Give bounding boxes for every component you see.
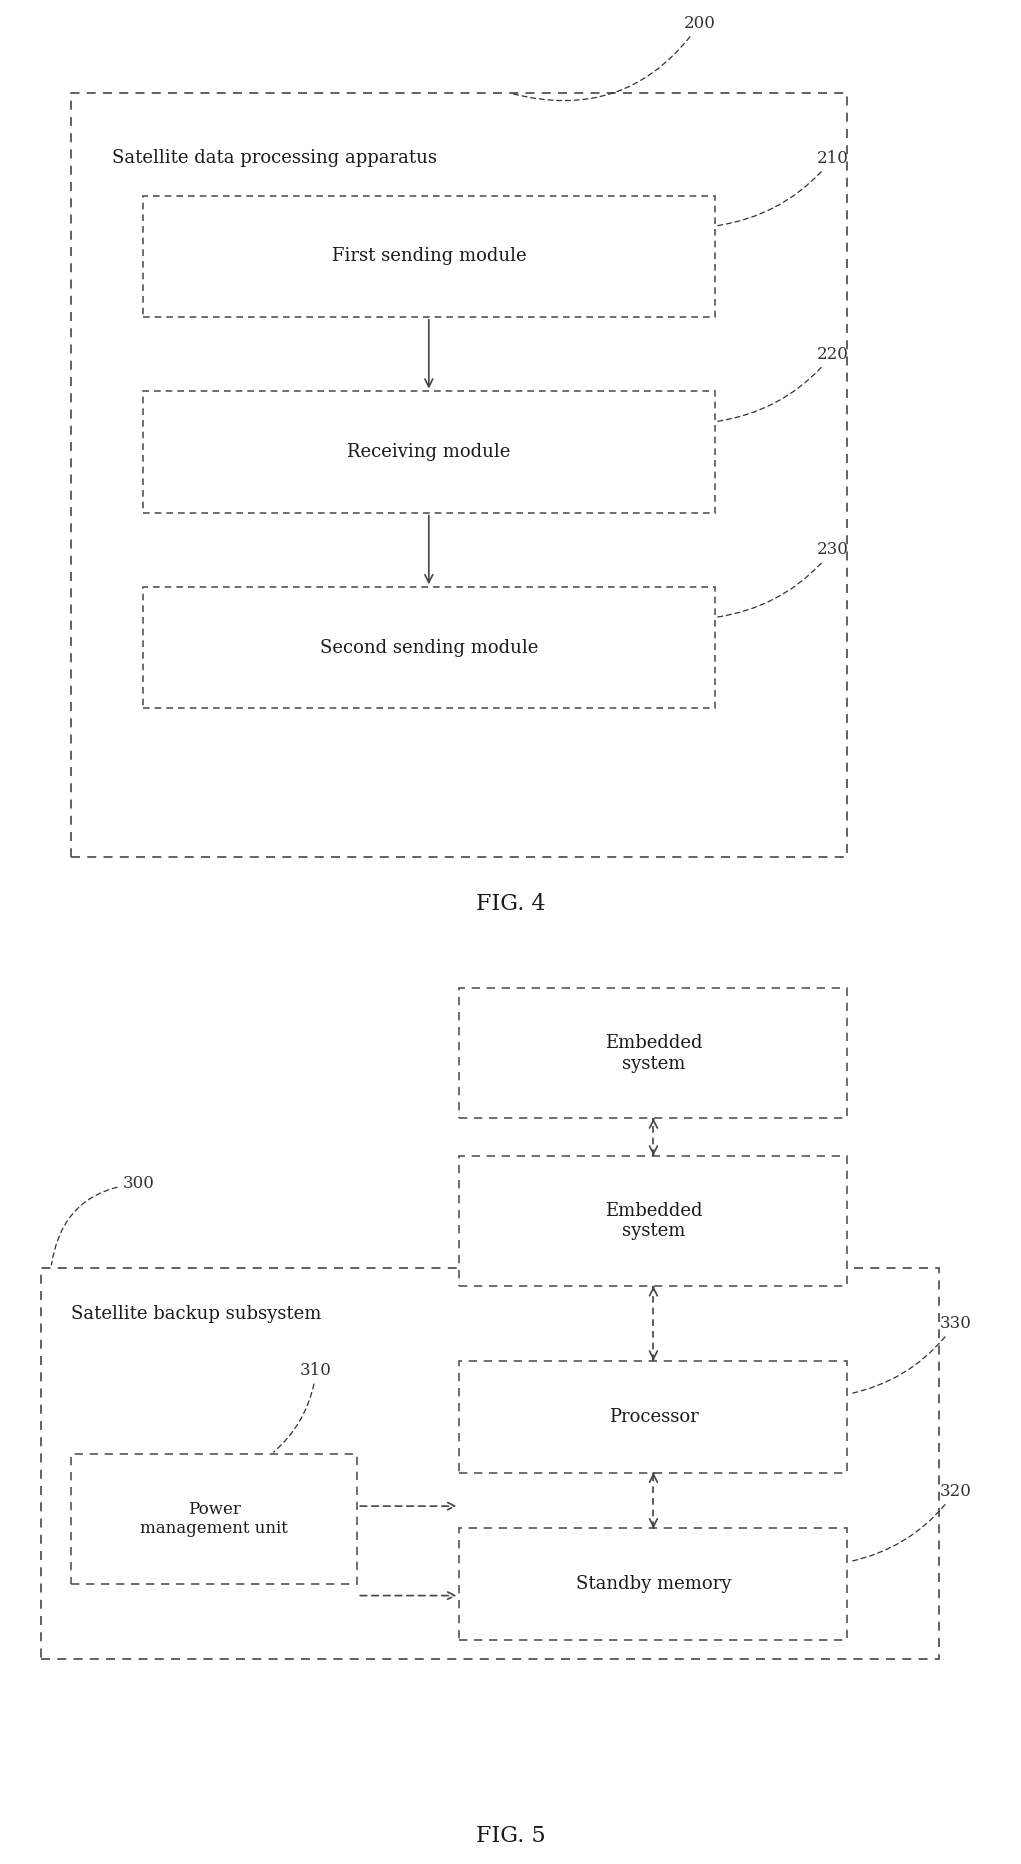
Bar xyxy=(459,988,847,1118)
Text: 200: 200 xyxy=(514,15,716,101)
Bar xyxy=(459,1361,847,1473)
Text: 230: 230 xyxy=(718,541,848,617)
Text: Second sending module: Second sending module xyxy=(320,639,538,656)
Text: 210: 210 xyxy=(718,149,848,226)
Bar xyxy=(41,1268,939,1659)
Bar xyxy=(143,587,715,708)
Text: 310: 310 xyxy=(274,1361,332,1452)
Text: 300: 300 xyxy=(51,1174,154,1266)
Text: 320: 320 xyxy=(850,1482,971,1562)
Text: Receiving module: Receiving module xyxy=(347,444,510,460)
Text: Processor: Processor xyxy=(609,1407,698,1426)
Bar xyxy=(143,391,715,513)
Text: Embedded
system: Embedded system xyxy=(604,1202,702,1240)
Text: FIG. 5: FIG. 5 xyxy=(476,1825,545,1847)
Text: Embedded
system: Embedded system xyxy=(604,1035,702,1072)
Text: Standby memory: Standby memory xyxy=(576,1575,731,1594)
Bar xyxy=(459,1156,847,1286)
Text: FIG. 4: FIG. 4 xyxy=(476,893,545,915)
Text: 330: 330 xyxy=(850,1314,971,1394)
Text: 220: 220 xyxy=(718,345,848,421)
Text: Satellite backup subsystem: Satellite backup subsystem xyxy=(71,1305,322,1323)
Bar xyxy=(459,1528,847,1640)
Bar xyxy=(71,93,847,857)
Text: Power
management unit: Power management unit xyxy=(141,1501,288,1538)
Bar xyxy=(143,196,715,317)
Bar xyxy=(71,1454,357,1584)
Text: First sending module: First sending module xyxy=(332,248,526,265)
Text: Satellite data processing apparatus: Satellite data processing apparatus xyxy=(112,149,437,168)
